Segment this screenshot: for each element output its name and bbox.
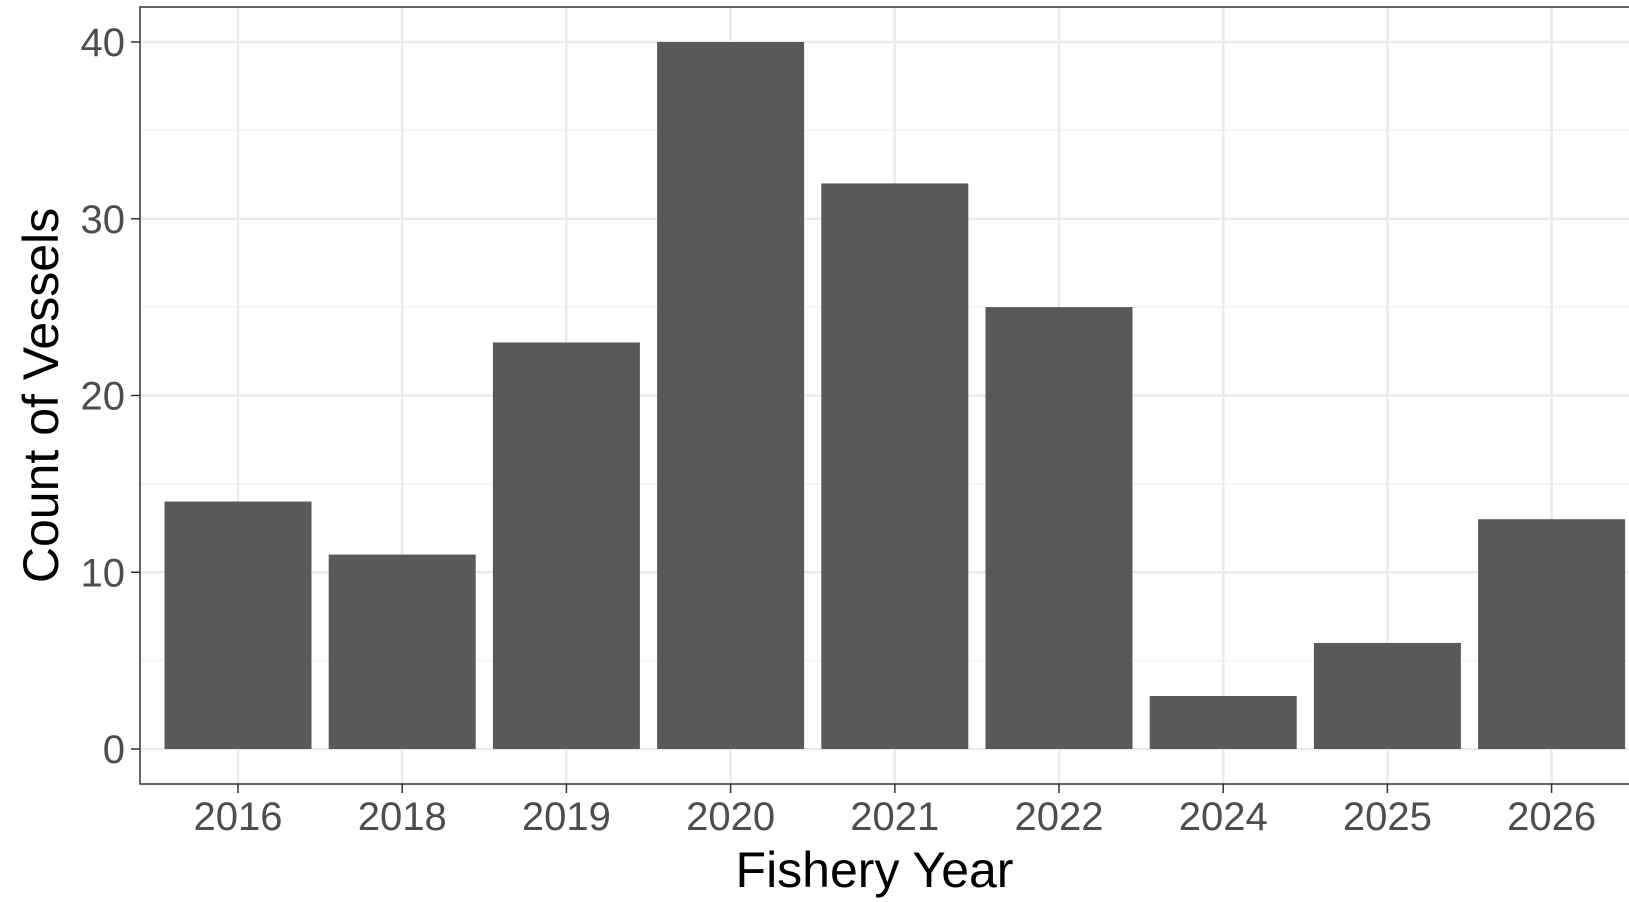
x-axis-title: Fishery Year xyxy=(736,842,1014,898)
bar-2025 xyxy=(1313,642,1461,749)
y-tick-label: 20 xyxy=(81,375,126,419)
y-tick-label: 0 xyxy=(103,728,125,772)
y-axis-ticks: 0 10 20 30 40 xyxy=(81,21,140,772)
x-tick-label: 2020 xyxy=(686,795,775,839)
x-tick-label: 2025 xyxy=(1343,795,1432,839)
y-axis-title: Count of Vessels xyxy=(13,208,69,583)
bar-2018 xyxy=(328,554,476,749)
x-axis-ticks: 2016 2018 2019 2020 2021 2022 2024 2025 2026 xyxy=(194,784,1596,839)
y-tick-label: 30 xyxy=(81,198,126,242)
x-tick-label: 2019 xyxy=(522,795,611,839)
bar-2024 xyxy=(1149,695,1297,749)
bar-2026 xyxy=(1478,519,1626,749)
bar-2022 xyxy=(985,307,1133,749)
bar-2021 xyxy=(821,183,969,749)
y-tick-label: 10 xyxy=(81,551,126,595)
x-tick-label: 2018 xyxy=(358,795,447,839)
y-tick-label: 40 xyxy=(81,21,126,65)
bar-2019 xyxy=(492,342,640,749)
x-tick-label: 2016 xyxy=(194,795,283,839)
x-tick-label: 2026 xyxy=(1507,795,1596,839)
x-tick-label: 2021 xyxy=(850,795,939,839)
x-tick-label: 2024 xyxy=(1179,795,1268,839)
bar-2016 xyxy=(164,501,312,749)
bar-2020 xyxy=(657,42,805,749)
bars xyxy=(164,42,1626,749)
x-tick-label: 2022 xyxy=(1015,795,1104,839)
